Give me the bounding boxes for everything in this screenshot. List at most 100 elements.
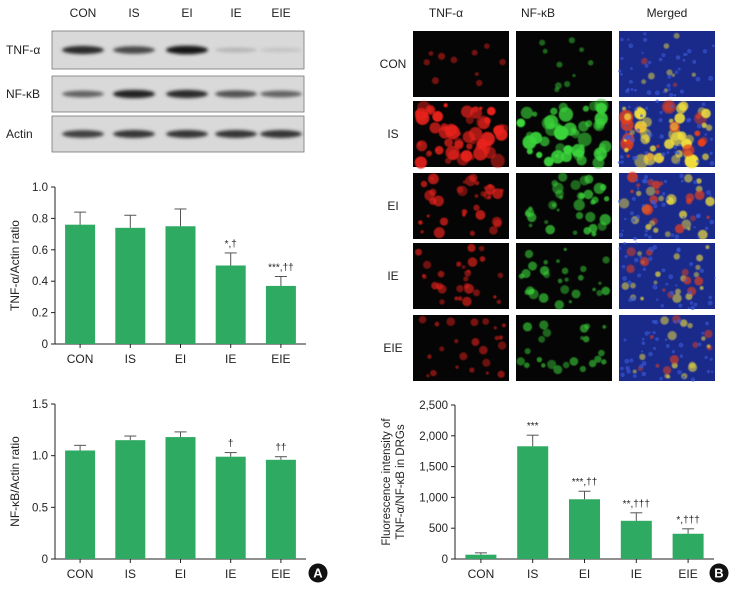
if-cell: [450, 56, 458, 64]
y-tick-label: 0.4: [32, 276, 49, 288]
if-cell: [468, 127, 483, 141]
if-nucleus: [673, 146, 678, 150]
if-nucleus: [709, 194, 712, 197]
if-cell: [543, 260, 549, 265]
if-cell: [445, 145, 460, 160]
if-nucleus: [628, 79, 633, 84]
if-cell: [630, 282, 636, 289]
if-nucleus: [641, 361, 647, 366]
if-nucleus: [670, 104, 674, 109]
if-nucleus: [663, 179, 668, 184]
if-cell: [624, 113, 632, 121]
bar: [620, 520, 652, 559]
if-cell: [701, 122, 708, 129]
if-cell: [550, 107, 558, 115]
if-nucleus: [692, 59, 697, 64]
if-cell: [684, 174, 693, 183]
x-tick-label: CON: [67, 352, 94, 366]
if-cell: [415, 111, 430, 125]
if-cell: [465, 115, 474, 125]
if-cell: [601, 359, 607, 365]
if-cell: [444, 157, 452, 165]
significance-label: *,†††: [676, 515, 699, 526]
x-tick-label: EIE: [271, 352, 290, 366]
if-nucleus: [619, 154, 624, 159]
if-cell: [645, 138, 649, 143]
if-nucleus: [701, 102, 706, 107]
if-cell: [653, 280, 658, 285]
if-cell: [496, 299, 502, 305]
if-nucleus: [648, 246, 653, 252]
if-nucleus: [646, 90, 652, 95]
if-cell: [495, 128, 508, 141]
if-nucleus: [627, 280, 632, 285]
if-nucleus: [618, 69, 622, 73]
blot-row-label: NF-κB: [6, 87, 40, 101]
y-tick-label: 0.8: [32, 213, 48, 225]
blot-row-label: TNF-α: [6, 43, 40, 57]
x-tick-label: CON: [67, 567, 94, 581]
if-nucleus: [708, 75, 714, 81]
y-tick-label: 2,000: [419, 431, 448, 443]
if-cell: [694, 190, 705, 201]
if-nucleus: [669, 290, 675, 296]
if-nucleus: [625, 124, 629, 127]
if-nucleus: [643, 174, 649, 180]
if-cell: [476, 79, 483, 87]
if-nucleus: [706, 369, 711, 374]
if-nucleus: [658, 118, 663, 123]
if-cell: [663, 43, 670, 49]
if-nucleus: [661, 202, 666, 207]
bar: [672, 533, 704, 559]
if-nucleus: [648, 256, 653, 262]
if-nucleus: [620, 372, 625, 378]
if-cell: [642, 204, 654, 216]
if-cell: [516, 357, 525, 366]
if-nucleus: [674, 234, 680, 240]
if-cell: [692, 157, 697, 162]
bar: [115, 227, 146, 344]
if-cell: [542, 48, 548, 54]
bar: [569, 499, 600, 559]
if-cell: [470, 318, 479, 327]
if-nucleus: [635, 214, 641, 219]
if-image-tile: [516, 31, 612, 97]
if-cell: [687, 227, 691, 231]
if-nucleus: [687, 48, 692, 54]
if-nucleus: [624, 254, 628, 259]
if-cell: [486, 140, 492, 146]
blot-band: [260, 130, 302, 138]
y-tick-label: 0: [42, 339, 48, 351]
if-cell: [674, 112, 686, 124]
blot-band: [62, 90, 104, 98]
if-nucleus: [677, 319, 682, 324]
bar: [65, 450, 96, 559]
if-cell: [596, 289, 603, 297]
if-cell: [444, 138, 453, 147]
if-cell: [528, 223, 533, 228]
if-cell: [499, 58, 506, 66]
if-nucleus: [622, 276, 627, 282]
if-cell: [655, 271, 661, 277]
if-cell: [578, 121, 589, 132]
if-nucleus: [623, 241, 626, 245]
if-cell: [524, 249, 534, 259]
y-tick-label: 1,000: [419, 492, 448, 504]
y-tick-label: 0.5: [32, 502, 48, 514]
if-nucleus: [687, 290, 692, 295]
if-cell: [493, 326, 497, 330]
if-cell: [693, 271, 700, 278]
if-cell: [602, 325, 607, 329]
if-cell: [462, 296, 472, 307]
blot-band: [166, 89, 208, 99]
if-nucleus: [621, 229, 624, 232]
y-axis-label: Fluorescence intensity of: [381, 418, 393, 546]
if-nucleus: [709, 160, 715, 166]
if-nucleus: [704, 355, 708, 360]
if-cell: [585, 211, 596, 223]
if-nucleus: [713, 276, 716, 280]
if-nucleus: [687, 306, 690, 310]
if-nucleus: [686, 118, 691, 123]
significance-label: ††: [275, 443, 286, 454]
if-nucleus: [697, 235, 700, 238]
